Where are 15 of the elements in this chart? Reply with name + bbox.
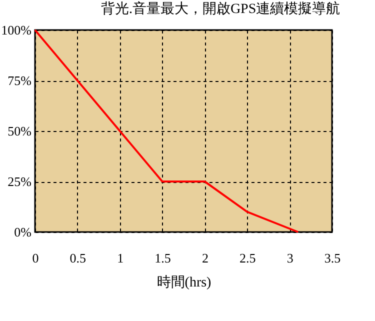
- x-tick-label: 1: [117, 250, 124, 266]
- x-tick-label: 2.5: [240, 250, 256, 266]
- y-tick-label: 50%: [8, 124, 32, 138]
- y-tick-label: 75%: [8, 73, 32, 88]
- y-tick-label: 100%: [1, 22, 32, 38]
- x-tick-label: 0: [32, 250, 39, 266]
- x-tick-label: 3: [286, 250, 294, 266]
- x-tick-label: 0.5: [70, 250, 86, 266]
- x-tick-label: 2: [202, 250, 208, 266]
- chart-title: 背光.音量最大，開啟GPS連續模擬導航: [100, 1, 340, 17]
- y-tick-label: 0%: [14, 224, 32, 240]
- y-tick-label: 25%: [8, 174, 32, 189]
- x-tick-label: 3.5: [324, 250, 341, 266]
- x-tick-label: 1.5: [154, 250, 171, 266]
- x-axis-title: 時間(hrs): [156, 274, 212, 290]
